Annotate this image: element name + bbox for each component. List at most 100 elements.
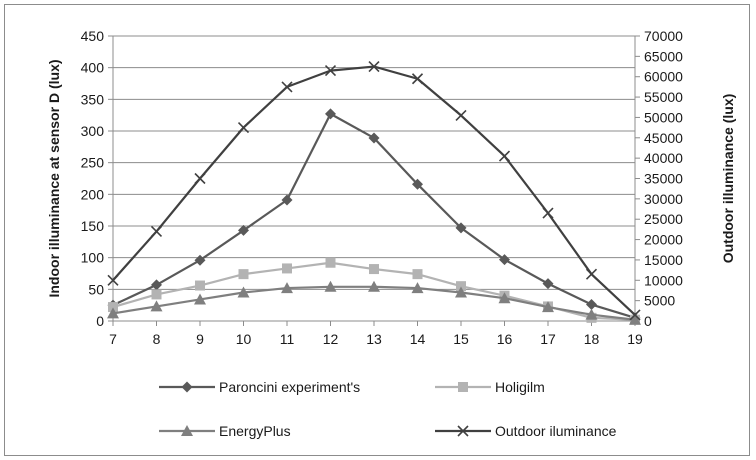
right-tick-label: 20000: [644, 232, 683, 248]
data-point: [455, 286, 467, 298]
right-tick-label: 60000: [644, 69, 683, 85]
x-axis-ticks: 7 8 9 10 11 12 13 14 15 16 17 18 19: [109, 321, 643, 347]
left-tick-label: 400: [81, 60, 105, 76]
data-point: [455, 109, 467, 121]
left-axis-title: Indoor illuminance at sensor D (lux): [46, 59, 62, 297]
data-point: [151, 279, 162, 291]
data-point: [282, 263, 292, 274]
left-tick-label: 150: [81, 218, 105, 234]
legend-label: Holigilm: [495, 379, 545, 395]
data-point: [238, 269, 249, 280]
x-tick-label: 11: [280, 331, 295, 347]
legend-label: Paroncini experiment's: [219, 379, 360, 395]
data-point: [629, 313, 641, 325]
data-point: [107, 274, 119, 286]
series-line: [112, 65, 636, 316]
left-tick-label: 200: [81, 186, 105, 202]
right-axis-ticks: 0 5000 10000 15000 20000 25000 30000 35000 40000…: [635, 28, 683, 329]
left-tick-label: 450: [81, 28, 105, 44]
data-point: [498, 150, 511, 162]
data-point: [150, 300, 163, 312]
right-tick-label: 70000: [644, 28, 683, 44]
data-point: [150, 225, 163, 237]
axes: [112, 36, 636, 322]
right-tick-label: 30000: [644, 191, 683, 207]
legend-label: Outdoor iluminance: [495, 423, 617, 439]
data-point: [194, 172, 206, 185]
series-3: [107, 60, 641, 321]
left-tick-label: 300: [81, 123, 105, 139]
right-tick-label: 10000: [644, 272, 683, 288]
left-tick-label: 50: [88, 281, 104, 297]
data-point: [237, 286, 250, 298]
legend-item: EnergyPlus: [159, 423, 291, 439]
legend-marker: [181, 425, 193, 436]
x-tick-label: 14: [410, 331, 426, 347]
data-point: [498, 292, 511, 304]
data-point: [368, 60, 380, 73]
data-point: [585, 308, 598, 320]
legend-marker: [457, 425, 469, 437]
right-tick-label: 15000: [644, 252, 683, 268]
data-point: [238, 224, 249, 236]
data-point: [411, 73, 424, 85]
right-tick-label: 25000: [644, 211, 683, 227]
x-tick-label: 19: [627, 331, 643, 347]
x-tick-label: 10: [236, 331, 252, 347]
data-point: [585, 268, 598, 280]
data-point: [108, 302, 118, 313]
data-point: [281, 282, 293, 294]
data-point: [368, 280, 380, 292]
data-point: [281, 194, 293, 206]
data-point: [195, 280, 205, 291]
series-group: [107, 60, 641, 325]
data-point: [325, 108, 336, 120]
right-tick-label: 45000: [644, 130, 683, 146]
right-axis-title: Outdoor illuminance (lux): [720, 94, 736, 264]
data-point: [151, 289, 162, 300]
legend-item: Paroncini experiment's: [159, 379, 360, 395]
data-point: [542, 207, 554, 219]
data-point: [194, 254, 206, 266]
data-point: [412, 269, 423, 280]
data-point: [369, 264, 379, 275]
chart-frame: 0 50 100 150 200 250 300 350 400 450 0 5000 10000 15…: [4, 4, 750, 456]
x-tick-label: 8: [153, 331, 161, 347]
line-chart: 0 50 100 150 200 250 300 350 400 450 0 5000 10000 15…: [46, 28, 736, 439]
left-tick-label: 350: [81, 91, 105, 107]
data-point: [194, 293, 206, 305]
data-point: [325, 257, 336, 268]
x-tick-label: 9: [196, 331, 204, 347]
data-point: [629, 309, 641, 321]
data-point: [107, 307, 119, 319]
data-point: [237, 122, 250, 134]
right-tick-label: 65000: [644, 48, 683, 64]
data-point: [412, 178, 423, 190]
x-tick-label: 15: [453, 331, 469, 347]
data-point: [455, 222, 467, 234]
legend: Paroncini experiment's Holigilm EnergyPlus…: [159, 379, 617, 439]
x-tick-label: 17: [540, 331, 556, 347]
left-tick-label: 250: [81, 155, 105, 171]
right-tick-label: 40000: [644, 150, 683, 166]
x-tick-label: 13: [366, 331, 382, 347]
x-tick-label: 18: [584, 331, 600, 347]
data-point: [411, 282, 424, 294]
legend-item: Outdoor iluminance: [435, 423, 617, 439]
right-tick-label: 0: [644, 313, 652, 329]
legend-label: EnergyPlus: [219, 423, 291, 439]
legend-marker: [458, 382, 468, 392]
series-2: [107, 280, 641, 325]
data-point: [281, 81, 293, 93]
data-point: [324, 65, 337, 77]
x-tick-label: 7: [109, 331, 117, 347]
data-point: [542, 301, 554, 313]
legend-item: Holigilm: [435, 379, 545, 395]
right-tick-label: 5000: [644, 293, 675, 309]
right-tick-label: 55000: [644, 89, 683, 105]
right-tick-label: 50000: [644, 109, 683, 125]
data-point: [324, 280, 337, 292]
left-tick-label: 0: [96, 313, 104, 329]
data-point: [368, 132, 380, 144]
right-tick-label: 35000: [644, 171, 683, 187]
